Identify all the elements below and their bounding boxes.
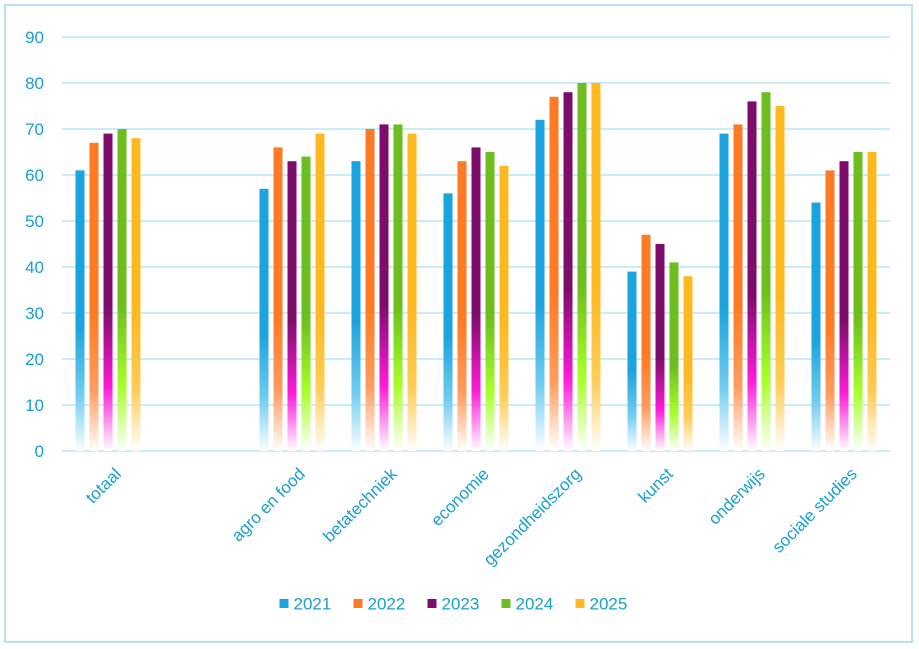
bar-gezondheidszorg-2024 bbox=[577, 83, 587, 451]
bar-agro-en-food-2021 bbox=[259, 188, 269, 452]
bar-kunst-2024 bbox=[669, 262, 679, 451]
legend-swatch bbox=[427, 599, 437, 608]
y-tick-label: 0 bbox=[35, 442, 44, 461]
category-label: onderwijs bbox=[705, 464, 769, 528]
legend-swatch bbox=[279, 599, 289, 608]
bar-sociale-studies-2024 bbox=[853, 152, 863, 451]
legend-label: 2021 bbox=[294, 595, 332, 614]
bar-totaal-2024 bbox=[117, 129, 127, 451]
bar-onderwijs-2022 bbox=[733, 124, 743, 452]
category-label: betatechniek bbox=[319, 464, 401, 546]
bar-sociale-studies-2021 bbox=[811, 202, 821, 451]
bar-betatechniek-2021 bbox=[351, 161, 361, 451]
x-axis-labels: totaal agro en food betatechniek economiege… bbox=[82, 464, 861, 569]
bar-onderwijs-2021 bbox=[719, 133, 729, 451]
y-tick-label: 20 bbox=[25, 350, 44, 369]
legend-label: 2023 bbox=[442, 595, 480, 614]
y-tick-label: 50 bbox=[25, 212, 44, 231]
y-tick-label: 90 bbox=[25, 28, 44, 47]
bar-gezondheidszorg-2025 bbox=[591, 83, 601, 451]
legend-item-2022: 2022 bbox=[353, 595, 406, 614]
bar-onderwijs-2025 bbox=[775, 106, 785, 451]
bars bbox=[75, 83, 877, 452]
bar-sociale-studies-2022 bbox=[825, 170, 835, 451]
legend: 2021 2022 2023 2024 2025 bbox=[279, 595, 628, 614]
legend-label: 2022 bbox=[368, 595, 406, 614]
legend-swatch bbox=[501, 599, 511, 608]
bar-economie-2025 bbox=[499, 165, 509, 452]
bar-betatechniek-2023 bbox=[379, 124, 389, 452]
legend-label: 2024 bbox=[516, 595, 554, 614]
legend-swatch bbox=[353, 599, 363, 608]
bar-totaal-2023 bbox=[103, 133, 113, 451]
bar-betatechniek-2025 bbox=[407, 133, 417, 451]
bar-onderwijs-2023 bbox=[747, 101, 757, 452]
category-label: kunst bbox=[635, 464, 677, 506]
y-tick-label: 10 bbox=[25, 396, 44, 415]
bar-sociale-studies-2023 bbox=[839, 161, 849, 451]
bar-economie-2023 bbox=[471, 147, 481, 451]
bar-economie-2022 bbox=[457, 161, 467, 451]
y-axis-ticks: 0 10 20 30 40 50 60 70 80 90 bbox=[25, 28, 44, 461]
category-label: economie bbox=[427, 464, 493, 530]
y-tick-label: 60 bbox=[25, 166, 44, 185]
legend-item-2021: 2021 bbox=[279, 595, 332, 614]
bar-kunst-2022 bbox=[641, 234, 651, 451]
bar-totaal-2025 bbox=[131, 138, 141, 451]
bar-betatechniek-2024 bbox=[393, 124, 403, 452]
bar-agro-en-food-2025 bbox=[315, 133, 325, 451]
y-tick-label: 80 bbox=[25, 74, 44, 93]
bar-gezondheidszorg-2021 bbox=[535, 119, 545, 452]
category-label: totaal bbox=[82, 464, 125, 507]
bar-economie-2024 bbox=[485, 152, 495, 451]
legend-swatch bbox=[575, 599, 585, 608]
legend-item-2023: 2023 bbox=[427, 595, 480, 614]
bar-sociale-studies-2025 bbox=[867, 152, 877, 451]
legend-label: 2025 bbox=[590, 595, 628, 614]
bar-betatechniek-2022 bbox=[365, 129, 375, 451]
y-tick-label: 40 bbox=[25, 258, 44, 277]
bar-onderwijs-2024 bbox=[761, 92, 771, 451]
bar-agro-en-food-2024 bbox=[301, 156, 311, 451]
bar-kunst-2023 bbox=[655, 244, 665, 451]
legend-item-2024: 2024 bbox=[501, 595, 554, 614]
bar-agro-en-food-2023 bbox=[287, 161, 297, 451]
legend-item-2025: 2025 bbox=[575, 595, 628, 614]
y-tick-label: 70 bbox=[25, 120, 44, 139]
y-tick-label: 30 bbox=[25, 304, 44, 323]
bar-kunst-2021 bbox=[627, 271, 637, 451]
bar-kunst-2025 bbox=[683, 276, 693, 451]
bar-chart: 0 10 20 30 40 50 60 70 80 90 totaal agro en food be… bbox=[25, 28, 890, 614]
bar-economie-2021 bbox=[443, 193, 453, 451]
bar-gezondheidszorg-2022 bbox=[549, 96, 559, 452]
category-label: agro en food bbox=[228, 464, 309, 545]
category-label: gezondheidszorg bbox=[480, 464, 585, 569]
bar-totaal-2021 bbox=[75, 170, 85, 451]
bar-gezondheidszorg-2023 bbox=[563, 92, 573, 451]
bar-agro-en-food-2022 bbox=[273, 147, 283, 451]
category-label: sociale studies bbox=[769, 464, 861, 556]
chart-frame: 0 10 20 30 40 50 60 70 80 90 totaal agro en food be… bbox=[4, 4, 913, 643]
bar-totaal-2022 bbox=[89, 142, 99, 452]
